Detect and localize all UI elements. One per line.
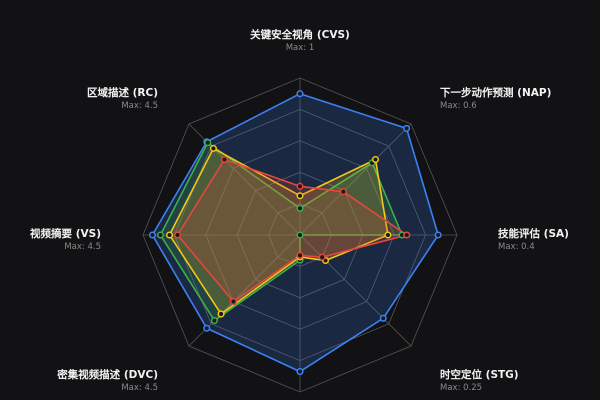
axis-max: Max: 4.5 [121, 383, 158, 393]
axis-title: 下一步动作预测 (NAP) [440, 87, 552, 99]
series-1-point [210, 317, 218, 325]
series-2-point [296, 192, 304, 200]
series-3-point [220, 155, 229, 164]
axis-title: 密集视频描述 (DVC) [57, 369, 158, 381]
series-2-point [165, 231, 174, 239]
axis-max: Max: 1 [285, 43, 315, 53]
series-1-point [204, 139, 212, 147]
axis-label-vs: 视频摘要 (VS) Max: 4.5 [30, 228, 101, 253]
series-0-point [434, 231, 442, 239]
series-2-point [371, 155, 380, 164]
series-3-point [296, 251, 304, 259]
series-0-point [296, 90, 304, 98]
axis-max: Max: 0.4 [498, 242, 535, 252]
series-3-point [229, 298, 237, 306]
series-0-point [403, 124, 411, 132]
axis-title: 关键安全视角 (CVS) [250, 29, 350, 41]
series-0-point [296, 368, 304, 376]
series-3-point [403, 231, 411, 239]
series-0-point [148, 231, 156, 239]
axis-title: 时空定位 (STG) [440, 369, 519, 381]
series-2-point [384, 231, 392, 239]
axis-label-nap: 下一步动作预测 (NAP) Max: 0.6 [440, 87, 551, 112]
axis-max: Max: 4.5 [121, 101, 158, 111]
axis-title: 技能评估 (SA) [498, 228, 569, 240]
series-3-point [339, 188, 347, 196]
axis-title: 区域描述 (RC) [86, 87, 158, 99]
series-0-point [379, 314, 387, 322]
series-2-point [217, 310, 225, 318]
axis-max: Max: 4.5 [64, 242, 101, 252]
series-3-point [318, 253, 326, 261]
series-2-point [209, 144, 217, 152]
axis-line [299, 234, 412, 347]
axis-line [299, 123, 412, 236]
axis-label-dvc: 密集视频描述 (DVC) Max: 4.5 [57, 369, 158, 394]
series-1-point [296, 231, 304, 239]
axis-label-rc: 区域描述 (RC) Max: 4.5 [87, 87, 158, 112]
series-1-point [296, 204, 304, 212]
series-3-point [296, 182, 304, 190]
series-0-point [203, 324, 211, 332]
axis-max: Max: 0.25 [440, 383, 483, 393]
axis-max: Max: 0.6 [440, 101, 477, 111]
series-1-point [156, 231, 164, 239]
axis-label-stg: 时空定位 (STG) Max: 0.25 [440, 369, 519, 394]
axis-title: 视频摘要 (VS) [30, 228, 101, 240]
axis-label-sa: 技能评估 (SA) Max: 0.4 [498, 228, 569, 253]
axis-label-cvs: 关键安全视角 (CVS) Max: 1 [250, 29, 350, 54]
series-3-point [173, 231, 182, 239]
